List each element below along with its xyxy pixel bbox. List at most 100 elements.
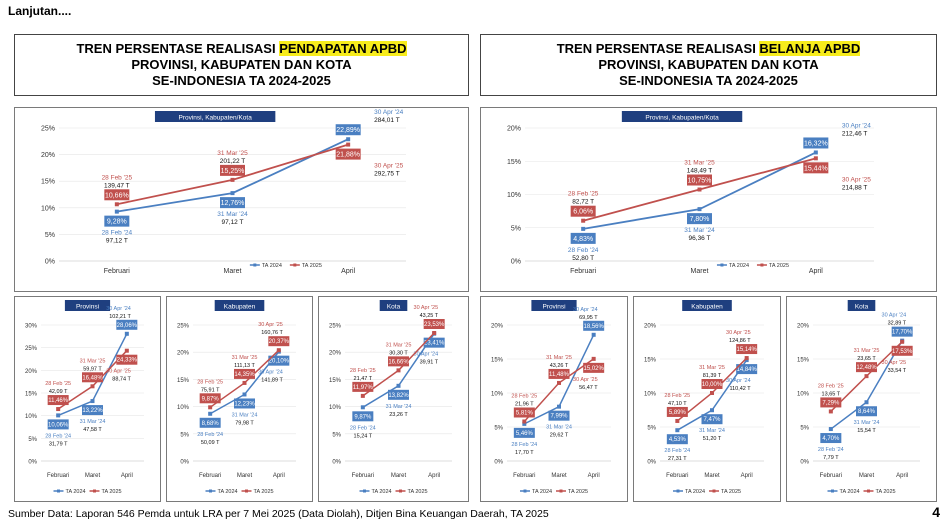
- date-annotation: 31 Mar '24: [386, 404, 412, 410]
- date-annotation: 30 Apr '24: [258, 370, 283, 376]
- date-annotation: 31 Mar '25: [386, 342, 412, 348]
- data-label-box: [513, 427, 535, 438]
- chart-revenue-kabupaten: Kabupaten 0% 5% 10% 15% 20% 25% Februari Maret Ap…: [166, 296, 313, 502]
- data-label-box: [803, 137, 829, 149]
- amount-annotation: 96,36 T: [689, 235, 711, 242]
- legend-marker: [831, 489, 834, 493]
- data-point: [346, 137, 351, 142]
- data-point: [208, 411, 213, 416]
- data-label-box: [548, 410, 570, 421]
- data-label-box: [82, 405, 103, 416]
- data-point: [813, 150, 818, 155]
- data-label: 7,29%: [822, 400, 840, 406]
- x-tick-label: Maret: [391, 473, 407, 479]
- data-point: [697, 207, 702, 212]
- data-point: [56, 413, 61, 418]
- data-label: 11,46%: [48, 398, 69, 404]
- legend-label: TA 2025: [769, 263, 789, 269]
- data-label-box: [583, 362, 605, 373]
- expenditure-title-line3: SE-INDONESIA TA 2024-2025: [619, 73, 798, 88]
- y-tick-label: 0%: [180, 460, 189, 466]
- x-tick-label: Maret: [704, 473, 720, 479]
- chart-header-box: [214, 300, 265, 311]
- legend-label: TA 2025: [254, 489, 274, 495]
- data-label-box: [352, 411, 374, 422]
- date-annotation: 30 Apr '25: [726, 330, 751, 336]
- legend-label: TA 2025: [876, 489, 896, 495]
- x-tick-label: Februari: [352, 473, 374, 479]
- amount-annotation: 43,26 T: [550, 363, 569, 369]
- y-tick-label: 30%: [25, 324, 38, 330]
- chart-header-title: Kota: [387, 304, 401, 311]
- data-point: [557, 404, 561, 409]
- data-label: 14,84%: [736, 367, 757, 373]
- date-annotation: 31 Mar '25: [217, 150, 248, 157]
- data-label: 13,22%: [82, 408, 103, 414]
- amount-annotation: 29,62 T: [550, 433, 569, 439]
- amount-annotation: 42,09 T: [49, 389, 68, 395]
- y-tick-label: 10%: [177, 405, 190, 411]
- data-label: 28,06%: [117, 323, 138, 329]
- date-annotation: 31 Mar '25: [854, 348, 880, 354]
- data-point: [208, 405, 213, 410]
- amount-annotation: 59,97 T: [83, 366, 102, 372]
- amount-annotation: 88,74 T: [112, 377, 131, 383]
- data-label: 21,88%: [336, 152, 360, 159]
- data-point: [828, 409, 833, 414]
- data-point: [432, 330, 437, 335]
- data-point: [591, 356, 596, 361]
- data-label-box: [701, 379, 723, 389]
- date-annotation: 31 Mar '25: [80, 358, 106, 364]
- data-label: 17,70%: [892, 330, 913, 336]
- legend-marker: [712, 489, 716, 493]
- y-tick-label: 10%: [329, 405, 342, 411]
- legend-marker: [245, 489, 248, 493]
- date-annotation: 28 Feb '25: [664, 393, 690, 399]
- y-tick-label: 15%: [177, 378, 190, 384]
- legend-marker: [209, 489, 212, 493]
- y-tick-label: 5%: [647, 426, 656, 432]
- date-annotation: 31 Mar '25: [699, 365, 725, 371]
- amount-annotation: 30,30 T: [389, 350, 408, 356]
- x-tick-label: April: [741, 473, 753, 479]
- expenditure-title-highlight: BELANJA APBD: [759, 41, 861, 56]
- data-label: 7,80%: [690, 216, 710, 223]
- legend-label: TA 2024: [729, 263, 749, 269]
- date-annotation: 28 Feb '25: [511, 393, 537, 399]
- data-label-box: [116, 354, 138, 365]
- x-tick-label: Februari: [570, 268, 597, 275]
- data-label-box: [116, 319, 138, 330]
- data-label-box: [548, 368, 570, 379]
- amount-annotation: 47,58 T: [83, 427, 102, 433]
- amount-annotation: 111,13 T: [234, 363, 255, 369]
- data-label: 22,89%: [336, 127, 360, 134]
- data-label-box: [47, 419, 69, 430]
- data-label-box: [352, 381, 374, 392]
- legend-marker: [253, 263, 257, 267]
- amount-annotation: 201,22 T: [220, 158, 246, 165]
- data-label: 7,47%: [703, 417, 721, 423]
- chart-header-box: [379, 300, 408, 311]
- data-label-box: [388, 356, 409, 367]
- data-point: [396, 368, 401, 373]
- chart-header-box: [531, 300, 577, 311]
- data-label-box: [335, 148, 361, 160]
- y-tick-label: 10%: [41, 205, 55, 212]
- x-tick-label: Maret: [237, 473, 253, 479]
- data-label-box: [583, 320, 605, 331]
- date-annotation: 30 Apr '24: [573, 307, 598, 313]
- legend-label: TA 2025: [102, 489, 122, 495]
- data-point: [675, 428, 680, 433]
- date-annotation: 28 Feb '25: [45, 381, 71, 387]
- y-tick-label: 15%: [41, 179, 55, 186]
- date-annotation: 31 Mar '25: [684, 160, 715, 167]
- date-annotation: 28 Feb '25: [350, 368, 376, 374]
- chart-header-box: [64, 300, 111, 311]
- date-annotation: 31 Mar '24: [699, 428, 725, 434]
- data-label: 15,02%: [583, 366, 604, 372]
- expenditure-title-line2: PROVINSI, KABUPATEN DAN KOTA: [598, 57, 819, 72]
- data-label: 12,76%: [221, 200, 245, 207]
- data-label: 15,25%: [221, 168, 245, 175]
- date-annotation: 30 Apr '25: [374, 163, 403, 170]
- y-tick-label: 15%: [644, 358, 657, 364]
